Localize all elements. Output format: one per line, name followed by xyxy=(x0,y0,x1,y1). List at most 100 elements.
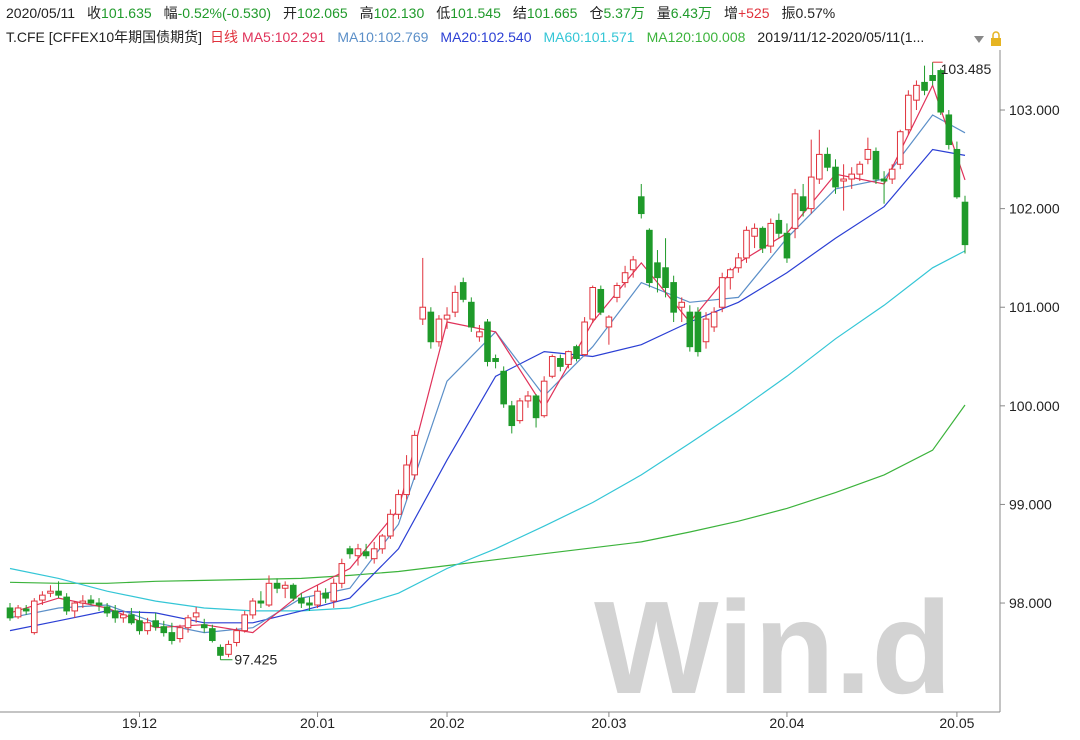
candle-body xyxy=(500,370,507,405)
dropdown-icon[interactable] xyxy=(974,36,984,43)
candle-body xyxy=(176,627,184,640)
candle-body xyxy=(589,287,597,320)
candle-body xyxy=(403,464,410,496)
candle-body xyxy=(87,599,95,604)
candle-body xyxy=(929,75,936,81)
quote-value: 0.57% xyxy=(796,5,836,21)
candle-body xyxy=(743,229,750,259)
candle-body xyxy=(807,176,815,210)
candle-body xyxy=(799,196,807,212)
quote-value: -0.52%(-0.530) xyxy=(178,5,271,21)
candle-body xyxy=(346,548,354,555)
candle-body xyxy=(265,582,273,606)
candle-body xyxy=(945,114,953,146)
candle-body xyxy=(816,153,823,180)
candle-body xyxy=(192,612,200,618)
candle-body xyxy=(71,602,79,612)
candle-body xyxy=(824,153,831,168)
candle-body xyxy=(427,311,435,343)
x-tick-label: 20.03 xyxy=(591,715,626,731)
candle-body xyxy=(735,257,742,269)
candle-body xyxy=(888,168,896,180)
candle-body xyxy=(225,643,232,655)
candle-body xyxy=(508,405,516,427)
candle-body xyxy=(492,358,499,362)
candle-body xyxy=(646,229,653,284)
candle-body xyxy=(6,607,14,619)
candle-body xyxy=(613,285,621,298)
candle-body xyxy=(79,600,87,604)
candle-body xyxy=(678,301,686,308)
candle-body xyxy=(856,163,864,175)
candle-body xyxy=(111,610,119,619)
candle-body xyxy=(759,227,766,249)
candle-body xyxy=(306,602,313,606)
quote-label: 收 xyxy=(87,5,101,21)
candle-body xyxy=(872,150,880,180)
candle-body xyxy=(200,624,208,629)
candle-body xyxy=(136,620,143,632)
quote-value: 6.43万 xyxy=(671,5,712,21)
quote-value: 101.665 xyxy=(527,5,578,21)
candle-body xyxy=(152,620,159,628)
candle-body xyxy=(322,592,329,599)
watermark: Win.d xyxy=(594,574,952,721)
candle-body xyxy=(880,178,888,182)
x-tick-label: 20.01 xyxy=(300,715,335,731)
candle-body xyxy=(710,311,718,328)
candle-body xyxy=(961,201,969,246)
candle-body xyxy=(783,232,791,259)
candle-body xyxy=(791,193,799,229)
candle-body xyxy=(937,70,945,113)
candle-body xyxy=(864,148,872,160)
candle-body xyxy=(443,314,451,320)
candle-body xyxy=(629,259,637,271)
candle-body xyxy=(160,626,168,634)
quote-label: 开 xyxy=(283,5,297,21)
candle-body xyxy=(524,395,532,402)
candle-body xyxy=(168,632,176,642)
candle-body xyxy=(411,434,418,476)
legend-entry: MA120:100.008 xyxy=(647,29,746,45)
candle-body xyxy=(557,358,564,367)
y-tick-label: 102.000 xyxy=(1009,201,1060,217)
candle-body xyxy=(953,148,961,198)
lock-shackle xyxy=(992,31,1000,38)
candle-body xyxy=(273,582,281,589)
candle-body xyxy=(662,267,669,289)
candle-body xyxy=(621,272,629,284)
candle-body xyxy=(184,617,192,629)
candle-body xyxy=(281,584,289,589)
ma-line xyxy=(9,148,966,632)
quote-value: 102.065 xyxy=(297,5,348,21)
candle-body xyxy=(565,351,572,365)
legend-entry: MA60:101.571 xyxy=(543,29,634,45)
ma-line xyxy=(9,250,966,612)
legend-entry: MA10:102.769 xyxy=(337,29,428,45)
candle-body xyxy=(233,630,240,643)
candle-body xyxy=(217,646,224,656)
candle-body xyxy=(314,590,321,606)
quote-value: 101.635 xyxy=(101,5,152,21)
candle-body xyxy=(395,494,402,515)
quote-label: 低 xyxy=(436,5,450,21)
candle-body xyxy=(370,548,378,560)
candle-body xyxy=(451,291,459,313)
candle-body xyxy=(775,219,783,234)
quote-label: 结 xyxy=(513,5,527,21)
y-tick-label: 101.000 xyxy=(1009,299,1060,315)
candle-body xyxy=(120,614,127,619)
candle-body xyxy=(832,166,839,188)
quote-value: 101.545 xyxy=(450,5,501,21)
y-tick-label: 99.000 xyxy=(1009,496,1052,512)
candle-body xyxy=(896,131,904,165)
candle-body xyxy=(484,321,491,362)
candle-body xyxy=(726,269,734,279)
candle-body xyxy=(330,582,338,602)
high-label: 103.485 xyxy=(941,61,992,77)
candle-body xyxy=(241,614,249,632)
candle-body xyxy=(378,535,386,550)
lock-icon[interactable] xyxy=(991,31,1001,46)
